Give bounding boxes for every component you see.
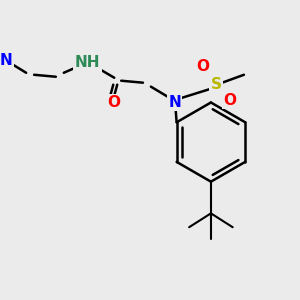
Text: N: N	[168, 95, 181, 110]
Text: O: O	[107, 95, 120, 110]
Text: S: S	[211, 77, 222, 92]
Text: O: O	[224, 93, 237, 108]
Text: N: N	[0, 53, 13, 68]
Text: NH: NH	[75, 56, 100, 70]
Text: O: O	[196, 59, 209, 74]
